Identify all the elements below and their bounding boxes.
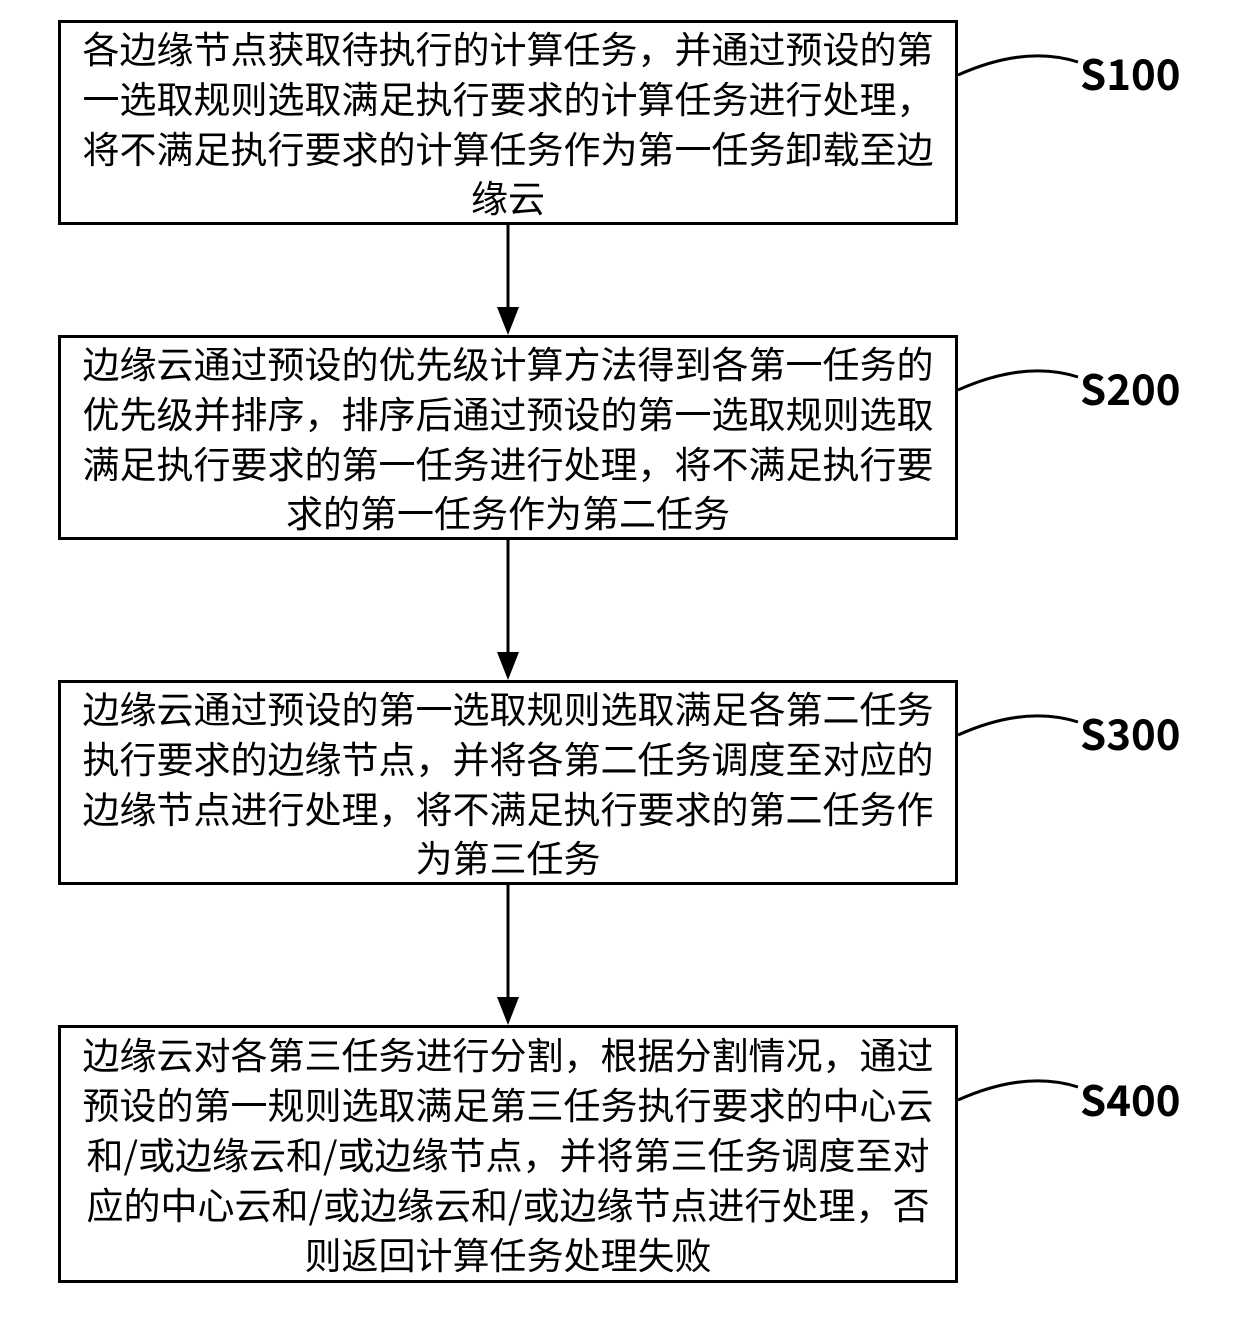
flow-node-s100-text: 各边缘节点获取待执行的计算任务，并通过预设的第一选取规则选取满足执行要求的计算任… xyxy=(75,23,941,223)
edge-s300-s400 xyxy=(497,885,519,1025)
flow-label-s400: S400 xyxy=(1080,1068,1181,1129)
flow-label-s300: S300 xyxy=(1080,702,1181,763)
edge-s100-s200 xyxy=(497,225,519,335)
flow-label-s200: S200 xyxy=(1080,357,1181,418)
flow-node-s100: 各边缘节点获取待执行的计算任务，并通过预设的第一选取规则选取满足执行要求的计算任… xyxy=(58,20,958,225)
connector-s200 xyxy=(958,371,1078,390)
connector-s100 xyxy=(958,56,1078,75)
flow-node-s300: 边缘云通过预设的第一选取规则选取满足各第二任务执行要求的边缘节点，并将各第二任务… xyxy=(58,680,958,885)
flow-node-s200-text: 边缘云通过预设的优先级计算方法得到各第一任务的优先级并排序，排序后通过预设的第一… xyxy=(75,338,941,538)
flow-label-s100: S100 xyxy=(1080,42,1181,103)
edge-s200-s300 xyxy=(497,540,519,680)
flow-node-s200: 边缘云通过预设的优先级计算方法得到各第一任务的优先级并排序，排序后通过预设的第一… xyxy=(58,335,958,540)
flowchart-canvas: 各边缘节点获取待执行的计算任务，并通过预设的第一选取规则选取满足执行要求的计算任… xyxy=(0,0,1240,1337)
flow-node-s400: 边缘云对各第三任务进行分割，根据分割情况，通过预设的第一规则选取满足第三任务执行… xyxy=(58,1025,958,1283)
connector-s400 xyxy=(958,1081,1078,1100)
connector-s300 xyxy=(958,716,1078,735)
flow-node-s300-text: 边缘云通过预设的第一选取规则选取满足各第二任务执行要求的边缘节点，并将各第二任务… xyxy=(75,683,941,883)
flow-node-s400-text: 边缘云对各第三任务进行分割，根据分割情况，通过预设的第一规则选取满足第三任务执行… xyxy=(75,1029,941,1279)
